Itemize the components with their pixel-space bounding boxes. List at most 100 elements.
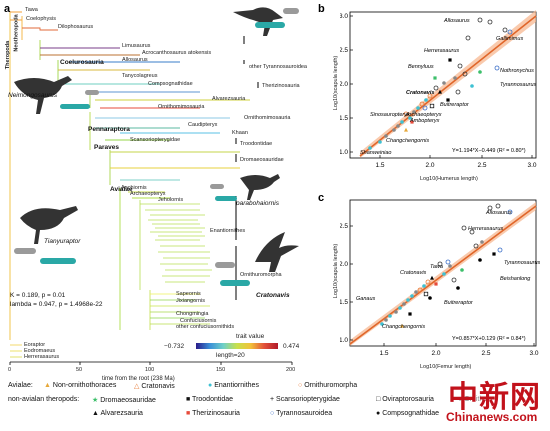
specimen-label: Gallimimus (496, 36, 523, 42)
specimen-label: Herrerasaurus (468, 226, 503, 232)
data-point (422, 105, 428, 111)
data-point (497, 247, 503, 253)
data-point (453, 76, 457, 80)
taxon-label: Archaeopteryx (130, 191, 166, 197)
legend-item: □ Oviraptorosauria (376, 396, 434, 403)
taxon-label: Ornithomimosauria (244, 115, 291, 121)
data-point (402, 302, 406, 306)
plot-frame (349, 199, 537, 347)
data-point (394, 310, 398, 314)
ylabel-c: Log10(scapula length) (333, 243, 339, 299)
y-tick-label: 2.0 (340, 261, 348, 268)
data-point (412, 110, 416, 114)
data-point (408, 116, 412, 120)
data-point (380, 322, 384, 326)
data-point (442, 272, 446, 276)
data-point (417, 287, 423, 293)
specimen-label: Ambopteryx (409, 118, 440, 124)
panel-a-letter: a (4, 3, 11, 15)
y-tick-label: 1.5 (340, 115, 348, 122)
clade-label: Avialae (110, 186, 133, 193)
data-point (406, 298, 410, 302)
panel-c-letter: c (318, 192, 325, 204)
data-point (507, 29, 513, 35)
side-label-neotheropoda: Neotheropoda (13, 14, 20, 52)
data-point (414, 290, 418, 294)
legend-item: ▲ Alvarezsauria (92, 410, 143, 417)
data-point (433, 85, 439, 91)
data-point (396, 124, 400, 128)
legend-item: ○ Tyrannosauroidea (270, 410, 333, 417)
clade-label: Pennaraptora (88, 126, 130, 133)
data-point (442, 81, 446, 85)
specimen-label: Tyrannosaurus (504, 260, 540, 266)
taxon-label: Allosaurus (122, 57, 148, 63)
specimen-label: Shanweiniao (360, 150, 392, 156)
specimen-label: Buitreraptor (444, 300, 474, 306)
data-point (480, 240, 484, 244)
regression-line (359, 15, 537, 157)
data-point (424, 98, 428, 102)
specimen-label: Buitreraptor (440, 102, 470, 108)
y-tick-label: 2.0 (340, 81, 348, 88)
taxon-label: Ornithomimosauria (158, 104, 205, 110)
data-point (478, 258, 482, 262)
data-point (455, 89, 461, 95)
clade-label: Paraves (94, 144, 119, 151)
data-point (477, 17, 483, 23)
specimen-label: Archaeopteryx (405, 112, 442, 118)
taxon-italic-label: parabohaiornis (236, 200, 280, 207)
data-point (473, 243, 479, 249)
phylo-signal-lambda: lambda = 0.947, p = 1.4968e-22 (10, 301, 103, 308)
x-tick-label: 2.5 (481, 350, 490, 357)
x-tick-label: 2.0 (425, 162, 434, 169)
legend-item: ● Compsognathidae (376, 410, 440, 417)
data-point (457, 63, 463, 69)
phylo-signal-k: K = 0.189, p = 0.01 (10, 292, 66, 299)
data-point (429, 103, 435, 109)
data-point (388, 314, 392, 318)
data-point (423, 291, 429, 297)
x-tick-label: 2.5 (477, 162, 486, 169)
y-tick-label: 2.5 (340, 223, 348, 230)
taxon-label: Jixiangornis (176, 298, 206, 304)
taxon-label: Troodontidae (240, 141, 273, 147)
taxon-label: Compsognathidae (148, 81, 193, 87)
legend-item: ▲ Non-ornithothoraces (44, 382, 117, 389)
data-point (434, 282, 438, 286)
legend-item: ■ Troodontidae (186, 396, 234, 403)
taxon-italic-label: Tianyuraptor (44, 238, 81, 245)
legend-item: ● Enantiornithes (208, 382, 259, 389)
time-tick: 200 (286, 367, 296, 373)
taxon-label: Anchiornis (121, 185, 147, 191)
data-point (384, 318, 388, 322)
y-tick-label: 1.0 (340, 149, 348, 156)
data-point (430, 275, 434, 280)
taxon-label: Tanycolagreus (122, 73, 158, 79)
taxon-italic-label: Cratonavis (256, 292, 290, 299)
specimen-label: Changchengornis (382, 324, 425, 330)
data-point (392, 128, 396, 132)
bone-icons (14, 8, 299, 286)
specimen-label: Cratonavis (400, 270, 427, 276)
taxon-label: Khaan (232, 130, 248, 136)
data-point (492, 252, 496, 256)
data-point (460, 268, 464, 272)
taxon-label: Therizinosauria (262, 83, 300, 89)
legend-item: ● Ornitho... (458, 396, 493, 403)
colorbar-min: −0.732 (164, 343, 185, 350)
data-point (384, 134, 388, 138)
data-point (446, 98, 450, 102)
data-point (448, 58, 452, 62)
data-point (400, 120, 404, 124)
data-point (378, 140, 382, 144)
data-point (419, 101, 425, 107)
data-point (422, 284, 426, 288)
time-tick: 0 (8, 367, 12, 373)
taxon-label: Sapeornis (176, 291, 201, 297)
data-point (408, 312, 412, 316)
taxon-label: Scansoriopterygidae (130, 137, 181, 143)
scatter-plot-humerus: 1.5 2.0 2.5 3.0 1.0 1.5 2.0 2.5 3.0 Allosaurus Gal… (340, 10, 537, 169)
plot-frame (349, 11, 537, 159)
legend-item: ■ Therizinosauria (186, 410, 240, 417)
